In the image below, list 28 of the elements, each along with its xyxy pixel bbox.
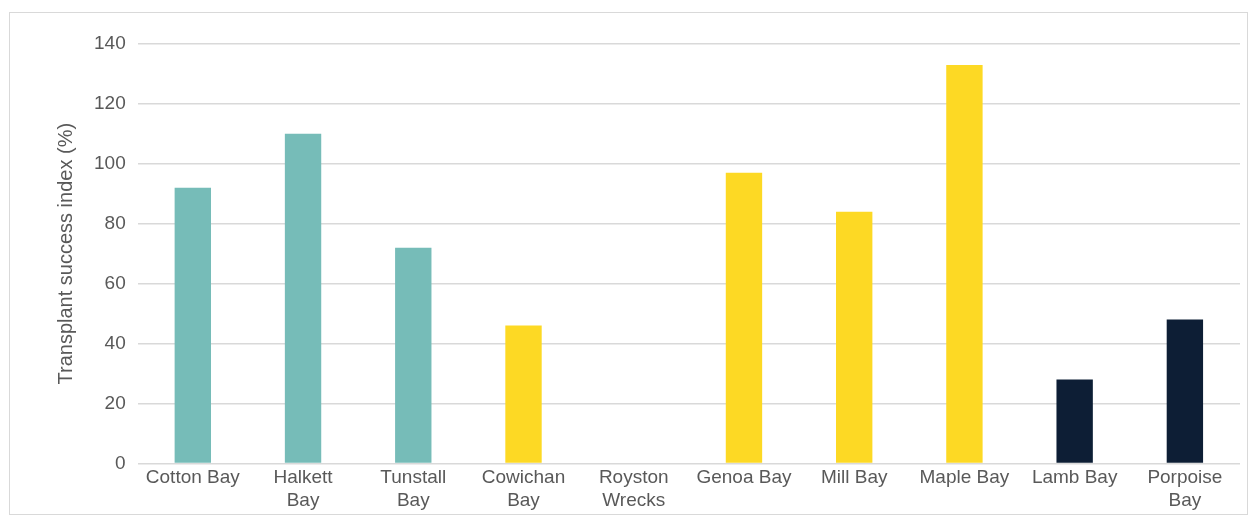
bar	[725, 172, 763, 463]
y-tick-label: 20	[104, 391, 126, 413]
x-tick-label: Genoa Bay	[696, 466, 792, 488]
y-tick-label: 100	[94, 152, 126, 174]
x-tick-label: Tunstall Bay	[380, 466, 447, 510]
y-tick-label: 40	[104, 331, 126, 353]
bar	[1056, 379, 1093, 463]
bar	[505, 325, 542, 463]
bar	[395, 247, 432, 463]
x-tick-label: Maple Bay	[919, 466, 1010, 488]
x-tick-label: Porpoise Bay	[1147, 466, 1223, 510]
y-axis-title: Transplant success index (%)	[53, 122, 76, 385]
y-tick-label: 120	[94, 92, 126, 114]
y-tick-label: 80	[104, 211, 126, 233]
x-tick-label: Cotton Bay	[145, 466, 241, 488]
y-tick-label: 60	[104, 271, 126, 293]
x-tick-label: Royston Wrecks	[598, 466, 669, 510]
x-tick-label: Cowichan Bay	[481, 466, 566, 510]
x-tick-label: Mill Bay	[820, 466, 888, 488]
bar	[946, 64, 983, 463]
bar	[284, 133, 322, 463]
bar	[174, 187, 211, 463]
x-tick-label: Halkett Bay	[273, 466, 334, 510]
y-tick-label: 140	[94, 32, 126, 54]
bar	[1166, 319, 1204, 463]
bar	[836, 211, 873, 463]
x-tick-label: Lamb Bay	[1031, 466, 1118, 488]
y-tick-label: 0	[115, 451, 126, 473]
